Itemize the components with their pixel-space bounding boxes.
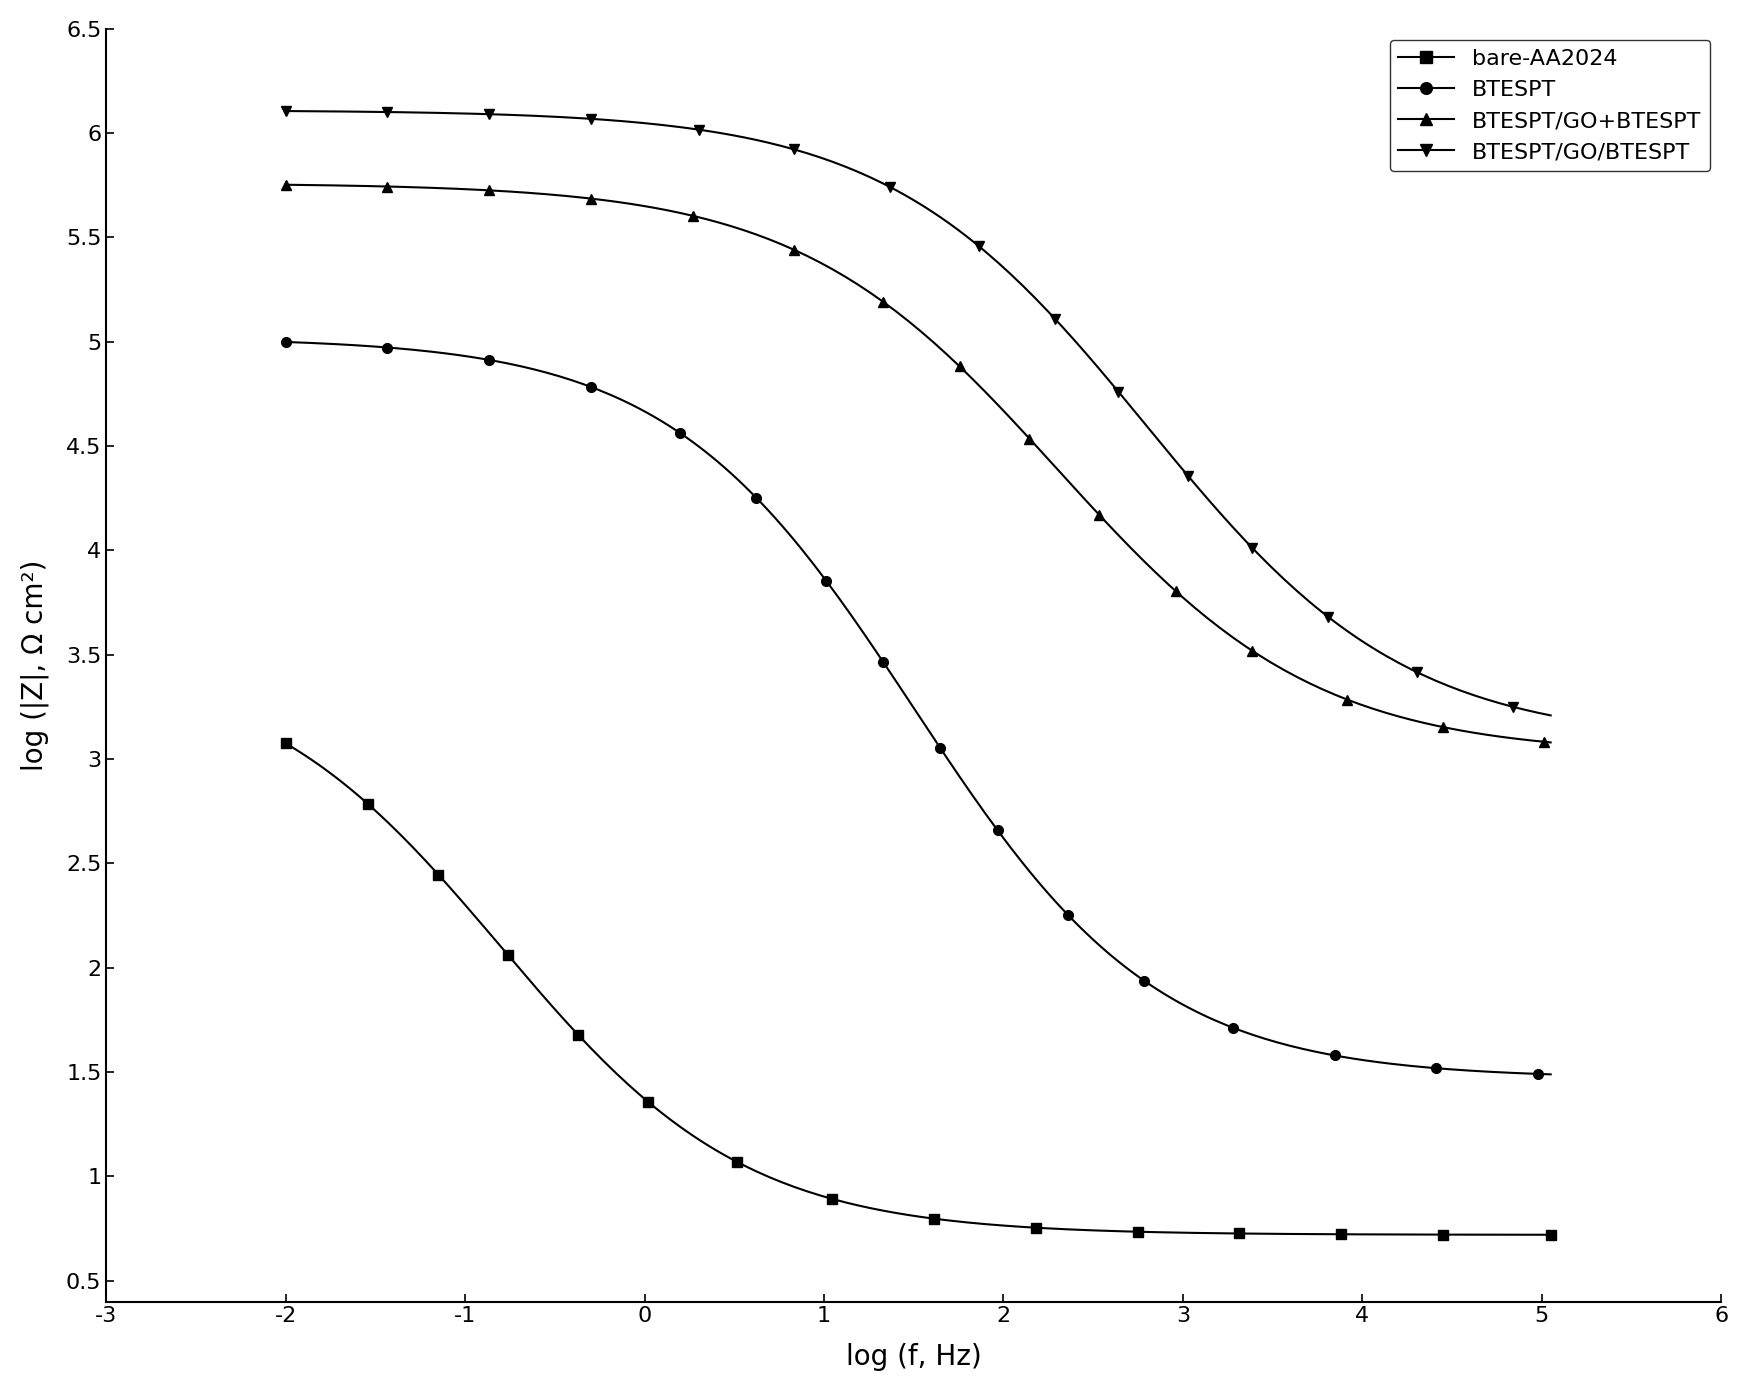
Y-axis label: log (|Z|, Ω cm²): log (|Z|, Ω cm²)	[21, 560, 49, 771]
BTESPT	[1540, 1066, 1561, 1083]
BTESPT/GO+BTESPT	[325, 177, 346, 193]
X-axis label: log (f, Hz): log (f, Hz)	[846, 1343, 981, 1371]
BTESPT/GO+BTESPT	[510, 184, 531, 200]
BTESPT	[1475, 1063, 1496, 1080]
Line: bare-AA2024: bare-AA2024	[281, 739, 1554, 1240]
Line: BTESPT/GO/BTESPT: BTESPT/GO/BTESPT	[281, 106, 1554, 720]
BTESPT/GO+BTESPT	[351, 178, 372, 195]
BTESPT	[325, 335, 346, 352]
bare-AA2024	[274, 735, 295, 752]
bare-AA2024	[1475, 1226, 1496, 1243]
BTESPT/GO+BTESPT	[1432, 718, 1453, 735]
BTESPT/GO/BTESPT	[351, 103, 372, 120]
BTESPT/GO+BTESPT	[1475, 727, 1496, 743]
BTESPT/GO/BTESPT	[510, 107, 531, 124]
BTESPT/GO/BTESPT	[1540, 707, 1561, 724]
BTESPT	[351, 337, 372, 354]
Line: BTESPT: BTESPT	[281, 337, 1554, 1079]
BTESPT/GO+BTESPT	[1540, 734, 1561, 750]
bare-AA2024	[612, 1070, 633, 1087]
bare-AA2024	[1540, 1226, 1561, 1243]
BTESPT	[612, 393, 633, 409]
bare-AA2024	[325, 770, 346, 786]
BTESPT/GO/BTESPT	[325, 103, 346, 120]
BTESPT/GO/BTESPT	[612, 113, 633, 129]
BTESPT	[510, 358, 531, 374]
BTESPT/GO/BTESPT	[1475, 692, 1496, 709]
Legend: bare-AA2024, BTESPT, BTESPT/GO+BTESPT, BTESPT/GO/BTESPT: bare-AA2024, BTESPT, BTESPT/GO+BTESPT, B…	[1388, 40, 1710, 171]
BTESPT/GO+BTESPT	[274, 177, 295, 193]
BTESPT	[274, 334, 295, 351]
BTESPT/GO+BTESPT	[612, 195, 633, 212]
bare-AA2024	[1432, 1226, 1453, 1243]
Line: BTESPT/GO+BTESPT: BTESPT/GO+BTESPT	[281, 180, 1554, 748]
bare-AA2024	[510, 962, 531, 979]
BTESPT/GO/BTESPT	[1432, 675, 1453, 692]
BTESPT	[1432, 1061, 1453, 1077]
BTESPT/GO/BTESPT	[274, 103, 295, 120]
bare-AA2024	[351, 791, 372, 807]
